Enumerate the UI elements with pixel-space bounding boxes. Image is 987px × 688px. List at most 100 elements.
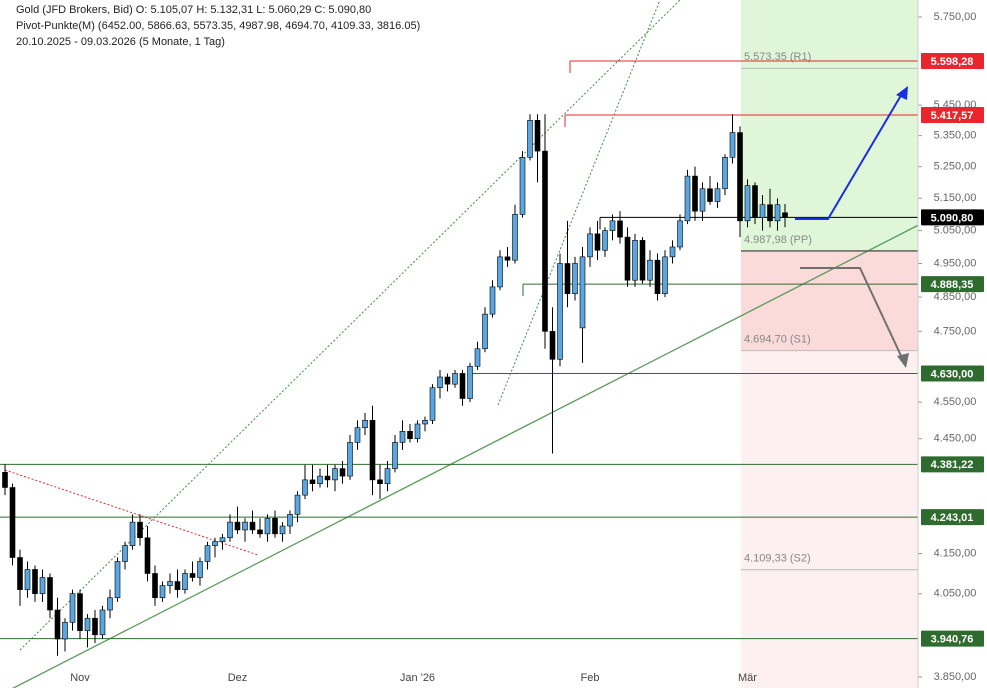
candle-body [362, 420, 368, 428]
header-line: Gold (JFD Brokers, Bid) O: 5.105,07 H: 5… [16, 4, 371, 16]
candle-body [122, 545, 128, 562]
candle-body [767, 204, 773, 222]
candle-body [234, 521, 241, 531]
candle-body [324, 475, 331, 481]
candle-body [504, 256, 511, 261]
down-arrow [800, 267, 904, 361]
x-tick-label: Feb [581, 672, 600, 684]
candle-body [369, 420, 376, 481]
up-arrow [795, 91, 904, 220]
candle-body [422, 420, 428, 425]
candle-body [729, 132, 736, 158]
candle-body [549, 331, 556, 360]
candle-body [54, 609, 61, 640]
candle-body [639, 240, 646, 281]
candle-body [782, 212, 788, 218]
candle-body [39, 577, 46, 594]
candle-body [564, 263, 571, 294]
level-box [921, 106, 984, 123]
candle-body [384, 468, 391, 484]
candle-body [647, 259, 653, 281]
bear-zone-lower [741, 350, 918, 688]
level-box [921, 52, 984, 69]
candle-body [654, 259, 661, 294]
y-tick-label: 4.550,00 [934, 396, 977, 408]
candle-body [399, 431, 406, 443]
candle-body [227, 521, 233, 539]
candle-body [392, 442, 398, 469]
candle-body [302, 479, 308, 496]
level-label: 5.598,28 [931, 56, 974, 68]
candle-body [17, 557, 23, 590]
y-tick-label: 4.050,00 [934, 588, 977, 600]
candle-body [542, 150, 548, 332]
candle-body [212, 541, 218, 546]
candle-body [257, 529, 263, 535]
candle-body [219, 537, 226, 542]
candle-body [69, 593, 76, 623]
down-arrow-head [897, 353, 909, 368]
y-tick-label: 4.850,00 [934, 291, 977, 303]
header-line: Pivot-Punkte(M) (6452.00, 5866.63, 5573.… [16, 20, 420, 32]
level-label: 5.417,57 [931, 110, 974, 122]
candle-body [182, 573, 188, 590]
candle-body [339, 468, 346, 477]
zones [741, 0, 918, 688]
candle-body [32, 569, 38, 594]
level-box [921, 456, 984, 473]
candle-body [414, 423, 421, 440]
y-axis: 5.750,005.450,005.350,005.250,005.150,00… [70, 0, 984, 688]
candle-body [9, 487, 16, 558]
candle-body [624, 236, 631, 281]
level-label: 4.381,22 [931, 459, 974, 471]
candle-body [47, 577, 53, 611]
level-label: 5.090,80 [931, 212, 974, 224]
level-box [921, 209, 984, 226]
trend-line [12, 189, 987, 688]
candle-body [579, 256, 586, 329]
candle-body [759, 204, 766, 218]
x-tick-label: Nov [70, 672, 90, 684]
candle-body [467, 366, 473, 399]
candle-body [129, 521, 136, 546]
pivot-label: 5.573,35 (R1) [744, 51, 811, 63]
level-box [921, 630, 984, 647]
header: Gold (JFD Brokers, Bid) O: 5.105,07 H: 5… [16, 4, 420, 48]
candle-body [692, 175, 698, 212]
candle-body [294, 494, 301, 515]
candle-body [519, 157, 526, 215]
x-tick-label: Dez [228, 672, 248, 684]
candle-body [272, 517, 278, 535]
candle-body [167, 581, 173, 586]
levels: 5.573,35 (R1) 4.987,98 (PP) 4.694,70 (S1) 4… [0, 51, 918, 640]
candle-body [309, 479, 316, 484]
candle-body [602, 230, 608, 251]
candle-body [699, 188, 706, 212]
candle-body [114, 561, 121, 599]
candle-body [84, 617, 91, 631]
pivot-label: 4.109,33 (S2) [744, 553, 811, 565]
candle-body [24, 569, 31, 590]
candle-body [437, 376, 443, 389]
candle-body [482, 313, 488, 350]
candle-body [452, 373, 458, 385]
y-tick-label: 4.750,00 [934, 325, 977, 337]
candle-body [429, 387, 436, 421]
candle-body [459, 373, 466, 399]
y-tick-label: 5.250,00 [934, 161, 977, 173]
y-tick-label: 4.450,00 [934, 433, 977, 445]
x-tick-label: Jan '26 [400, 672, 435, 684]
candle-body [332, 468, 338, 481]
candle-body [144, 537, 151, 574]
candle-body [152, 573, 158, 599]
candle-body [159, 585, 166, 599]
candle-body [617, 220, 623, 238]
candle-body [707, 188, 713, 202]
up-arrow-head [896, 86, 908, 100]
candle-body [774, 204, 781, 222]
candle-body [669, 246, 676, 258]
candle-body [557, 263, 563, 360]
candle-body [242, 521, 248, 531]
level-box [921, 509, 984, 526]
